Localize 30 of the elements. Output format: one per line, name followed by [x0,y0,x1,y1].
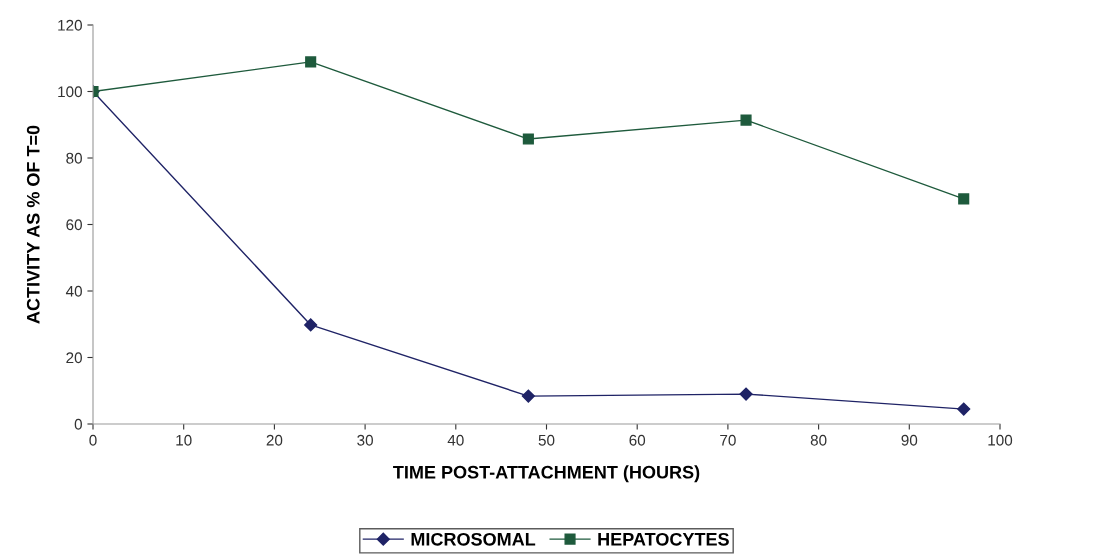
point [739,387,753,401]
y-tick-label: 120 [58,19,82,31]
legend-label: MICROSOMAL [411,532,536,546]
point [521,389,535,403]
x-tick-label: 20 [266,434,283,446]
x-tick-label: 100 [988,434,1013,446]
x-axis-title: TIME POST-ATTACHMENT (HOURS) [393,465,700,483]
y-tick-label: 20 [66,352,82,364]
point [958,193,970,205]
point [522,133,534,145]
x-tick-label: 70 [720,434,736,446]
x-tick-label: 90 [901,434,918,446]
y-tick-label: 80 [66,152,82,164]
x-tick-label: 80 [810,434,827,446]
y-tick-label: 100 [58,86,82,98]
y-axis-title: ACTIVITY AS % OF T=0 [26,125,40,324]
point [740,114,752,126]
legend-label: HEPATOCYTES [598,532,729,546]
x-tick-label: 50 [538,434,555,446]
y-tick-label: 40 [65,285,82,297]
x-tick-label: 30 [357,434,373,446]
y-tick-label: 0 [74,418,82,430]
x-tick-label: 60 [629,434,646,446]
x-tick-label: 40 [447,434,464,446]
y-tick-label: 60 [66,219,82,231]
x-tick-label: 0 [89,434,97,446]
point [304,318,318,332]
x-tick-label: 10 [176,434,192,446]
point [957,402,971,416]
point [305,56,317,68]
